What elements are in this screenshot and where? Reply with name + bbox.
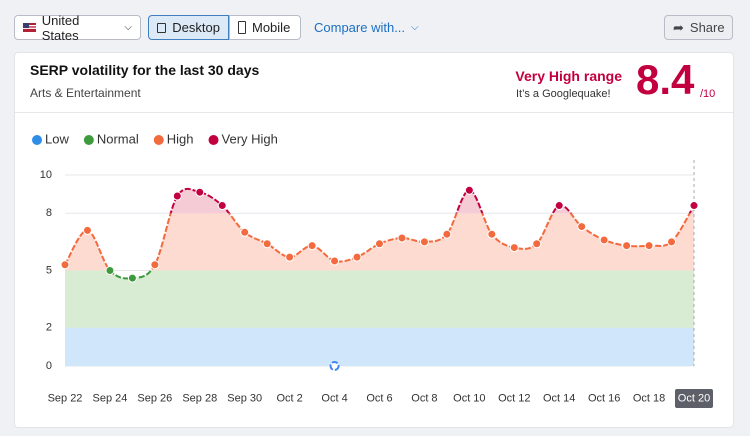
point (217, 201, 227, 211)
x-tick-label: Oct 16 (588, 392, 620, 404)
point (330, 256, 340, 266)
range-note: It’s a Googlequake! (516, 88, 611, 100)
point (127, 273, 137, 283)
phone-icon (238, 21, 246, 34)
y-tick-label: 2 (46, 322, 52, 334)
score: 8.4 (636, 56, 695, 103)
legend-marker (32, 135, 42, 145)
legend-marker (153, 135, 164, 145)
x-tick-label: Sep 22 (48, 392, 83, 404)
mobile-tab[interactable]: Mobile (229, 15, 301, 40)
point (464, 185, 474, 195)
y-tick-label: 10 (40, 169, 52, 181)
x-tick-label: Sep 30 (227, 392, 262, 404)
chevron: ⌵ (124, 22, 132, 33)
chevron: ⌵ (411, 22, 419, 33)
range-label: Very High range (515, 68, 622, 84)
point (599, 235, 609, 245)
x-tick-label: Sep 28 (182, 392, 217, 404)
point (644, 241, 654, 251)
x-tick-label: Oct 14 (543, 392, 575, 404)
share-button[interactable]: ➦ Share (664, 15, 733, 40)
country-select[interactable]: United States ⌵ (14, 12, 141, 43)
y-tick-label: 0 (46, 360, 52, 372)
mobile-label: Mobile (252, 20, 291, 35)
y-tick-label: 5 (46, 264, 52, 276)
legend-marker (83, 135, 94, 145)
point (172, 191, 182, 201)
point (419, 237, 429, 247)
point (240, 227, 250, 237)
x-tick-label: Oct 4 (321, 392, 347, 404)
selected-label-bg (675, 389, 713, 408)
card-title: SERP volatility for the last 30 days (30, 62, 260, 78)
x-tick-label: Sep 24 (92, 392, 127, 404)
monitor-icon (157, 22, 167, 33)
point (689, 201, 699, 211)
point (195, 187, 205, 197)
compare-label: Compare with... (314, 20, 406, 35)
x-tick-label: Sep 26 (137, 392, 172, 404)
divider (15, 112, 733, 113)
point (307, 241, 317, 251)
card-subtitle: Arts & Entertainment (30, 86, 141, 100)
desktop-tab[interactable]: Desktop (148, 15, 229, 40)
google-icon (329, 361, 340, 371)
area-fill (65, 327, 694, 366)
legend-label: Normal (97, 131, 139, 146)
area-fill (65, 213, 694, 271)
legend-label: High (167, 131, 194, 146)
legend-label: Very High (222, 131, 278, 146)
point (667, 237, 677, 247)
share-label: Share (689, 20, 725, 35)
area-fill (65, 270, 694, 328)
point (352, 252, 362, 262)
point (622, 241, 632, 251)
point (82, 225, 92, 235)
desktop-label: Desktop (172, 20, 220, 35)
y-tick-label: 8 (46, 207, 52, 219)
point (150, 260, 160, 270)
x-tick-label: Oct 10 (453, 392, 485, 404)
x-tick-label: Oct 2 (276, 392, 302, 404)
point (487, 229, 497, 239)
share-icon: ➦ (673, 19, 684, 35)
point (532, 239, 542, 249)
point (397, 233, 407, 243)
country-label: United States (41, 12, 80, 43)
score-max: /10 (700, 88, 716, 100)
x-tick-label: Oct 6 (366, 392, 392, 404)
point (442, 229, 452, 239)
flag-icon (23, 23, 36, 32)
legend-label: Low (45, 131, 69, 146)
point (285, 252, 295, 262)
point (509, 243, 519, 253)
point (554, 201, 564, 211)
volatility-line (64, 213, 691, 271)
point (105, 266, 115, 275)
point (60, 260, 70, 270)
point (375, 239, 384, 249)
compare-button[interactable]: Compare with... ⌵ (306, 15, 427, 40)
x-tick-label: Oct 18 (633, 392, 665, 404)
x-tick-label: Oct 12 (498, 392, 530, 404)
legend-marker (208, 135, 219, 145)
point (577, 222, 587, 232)
x-tick-label: Oct 8 (411, 392, 437, 404)
x-tick-label: Oct 20 (678, 392, 710, 404)
point (262, 239, 272, 249)
